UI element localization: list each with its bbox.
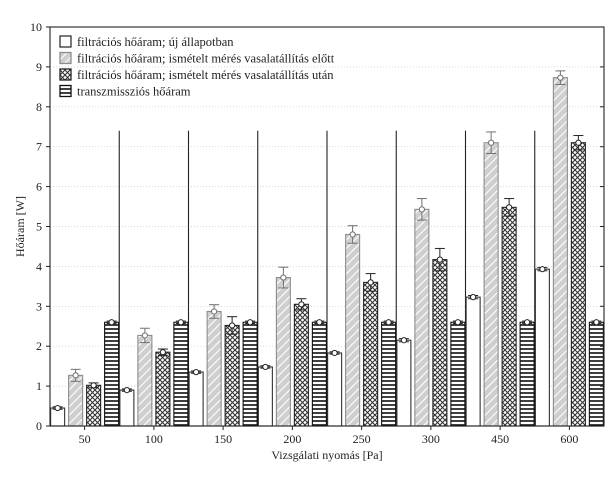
y-tick-label: 4 xyxy=(36,259,42,273)
mean-marker xyxy=(575,139,582,146)
bar xyxy=(519,321,535,427)
x-tick-label: 50 xyxy=(79,432,91,446)
bar xyxy=(242,321,258,427)
y-tick-label: 0 xyxy=(36,419,42,433)
x-tick-label: 450 xyxy=(491,432,509,446)
bar xyxy=(552,77,568,427)
legend: filtrációs hőáram; új állapotban filtráci… xyxy=(59,35,335,99)
legend-swatch xyxy=(59,35,72,48)
bar xyxy=(534,268,550,427)
mean-marker xyxy=(159,349,166,356)
bar xyxy=(68,374,84,427)
mean-marker xyxy=(331,349,338,357)
mean-marker xyxy=(177,319,184,326)
y-tick-label: 3 xyxy=(36,299,42,313)
mean-marker xyxy=(316,319,323,326)
mean-marker xyxy=(418,206,425,213)
legend-swatch xyxy=(59,68,72,81)
mean-marker xyxy=(247,319,254,326)
mean-marker xyxy=(524,319,531,326)
mean-marker xyxy=(123,386,130,394)
mean-marker xyxy=(229,322,236,329)
bar xyxy=(224,324,240,427)
mean-marker xyxy=(506,204,513,211)
mean-marker xyxy=(280,274,287,281)
mean-marker xyxy=(470,294,477,301)
x-tick-label: 300 xyxy=(422,432,440,446)
bar xyxy=(450,321,466,427)
mean-marker xyxy=(488,139,495,146)
legend-label: transzmissziós hőáram xyxy=(77,85,191,99)
legend-label: filtrációs hőáram; ismételt mérés vasala… xyxy=(77,52,335,66)
x-tick-label: 250 xyxy=(353,432,371,446)
bar xyxy=(257,366,273,427)
y-tick-label: 7 xyxy=(36,140,42,154)
bar xyxy=(86,384,102,427)
mean-marker xyxy=(454,319,461,326)
x-axis-title: Vizsgálati nyomás [Pa] xyxy=(271,448,382,462)
bar xyxy=(188,371,204,427)
y-tick-label: 8 xyxy=(36,100,42,114)
bar xyxy=(275,277,291,427)
x-tick-label: 100 xyxy=(145,432,163,446)
mean-marker xyxy=(298,301,305,308)
legend-label: filtrációs hőáram; új állapotban xyxy=(77,35,234,49)
bar xyxy=(381,321,397,427)
bar xyxy=(501,206,517,427)
mean-marker xyxy=(90,382,97,389)
mean-marker xyxy=(108,319,115,326)
mean-marker xyxy=(141,332,148,339)
y-tick-label: 9 xyxy=(36,60,42,74)
legend-swatch xyxy=(59,51,72,65)
bar xyxy=(588,321,604,427)
mean-marker xyxy=(54,404,61,412)
bar xyxy=(327,352,343,427)
mean-marker xyxy=(367,279,374,286)
bar xyxy=(293,303,309,427)
mean-marker xyxy=(349,231,356,238)
x-tick-label: 600 xyxy=(560,432,578,446)
mean-marker xyxy=(72,372,79,379)
bar xyxy=(206,310,222,427)
y-tick-label: 5 xyxy=(36,220,42,234)
legend-swatch xyxy=(59,84,72,98)
bar xyxy=(414,208,430,427)
y-axis-title: Hőáram [W] xyxy=(13,196,27,257)
bar xyxy=(570,142,586,427)
mean-marker xyxy=(385,319,392,326)
x-tick-label: 150 xyxy=(214,432,232,446)
bar xyxy=(155,351,171,427)
bar xyxy=(363,281,379,427)
mean-marker xyxy=(262,363,269,371)
y-tick-label: 10 xyxy=(30,20,42,34)
y-tick-label: 1 xyxy=(36,379,42,393)
mean-marker xyxy=(193,369,200,376)
mean-marker xyxy=(539,266,546,273)
bar xyxy=(311,321,327,427)
mean-marker xyxy=(400,337,407,344)
bar xyxy=(432,259,448,427)
mean-marker xyxy=(557,74,564,81)
mean-marker xyxy=(436,256,443,263)
bar xyxy=(173,321,189,427)
bar xyxy=(396,339,412,427)
axes: 0 1 2 3 4 5 6 7 8 9 10 50 100 150 200 250 300 450 600 Vizsg… xyxy=(13,20,605,462)
y-tick-label: 6 xyxy=(36,180,42,194)
x-tick-label: 200 xyxy=(283,432,301,446)
mean-marker xyxy=(593,319,600,326)
bar xyxy=(465,296,481,427)
y-tick-label: 2 xyxy=(36,339,42,353)
bar xyxy=(137,334,153,427)
legend-label: filtrációs hőáram; ismételt mérés vasala… xyxy=(77,68,334,82)
bar xyxy=(104,321,120,427)
bar xyxy=(345,233,361,427)
bar xyxy=(119,389,135,427)
mean-marker xyxy=(211,308,218,315)
bar xyxy=(483,142,499,427)
category-separators xyxy=(118,130,536,426)
